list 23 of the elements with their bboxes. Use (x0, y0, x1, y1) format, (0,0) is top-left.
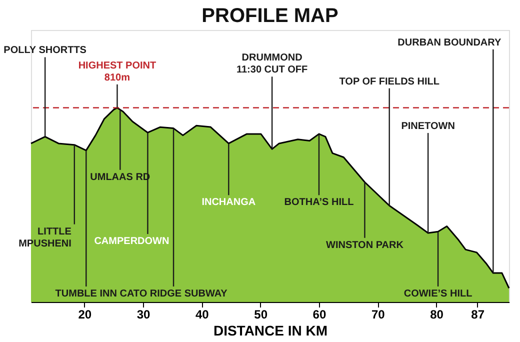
annotation: HIGHEST POINT 810m (78, 60, 156, 84)
x-axis-title: DISTANCE IN KM (213, 322, 328, 338)
annotation: DURBAN BOUNDARY (398, 37, 502, 48)
x-tick-label: 50 (254, 308, 268, 322)
annotation: CATO RIDGE SUBWAY (120, 288, 228, 300)
annotation: DRUMMOND 11:30 CUT OFF (236, 52, 308, 76)
x-tick-label: 87 (471, 308, 485, 322)
annotation: CAMPERDOWN (94, 236, 170, 247)
x-tick-label: 80 (430, 308, 444, 322)
x-tick-label: 30 (136, 308, 151, 322)
annotation: BOTHA’S HILL (284, 197, 354, 208)
x-tick-label: 60 (312, 308, 326, 322)
x-tick-label: 70 (371, 308, 386, 322)
annotation: POLLY SHORTTS (4, 45, 87, 56)
annotation: WINSTON PARK (326, 240, 404, 251)
annotation: TUMBLE INN (55, 288, 117, 300)
x-tick-label: 40 (195, 308, 210, 322)
annotation: TOP OF FIELDS HILL (339, 76, 440, 88)
annotation: INCHANGA (202, 197, 256, 208)
chart-title: PROFILE MAP (202, 5, 338, 27)
annotation: COWIE’S HILL (404, 288, 472, 300)
x-tick-label: 20 (78, 308, 92, 322)
annotation: PINETOWN (401, 120, 455, 132)
